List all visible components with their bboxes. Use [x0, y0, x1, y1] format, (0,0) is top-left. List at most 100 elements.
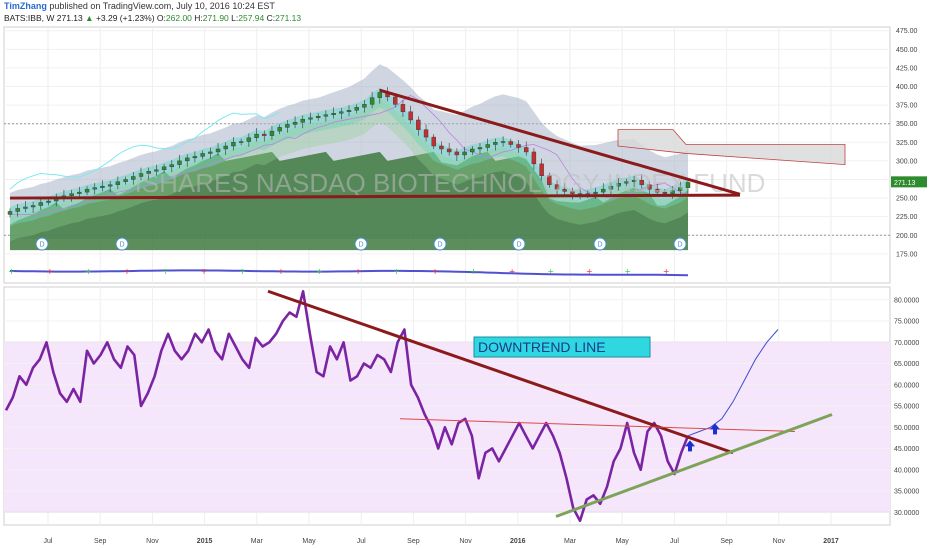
volume-marker: + [47, 267, 54, 276]
dividend-marker-label: D [516, 242, 521, 249]
price-y-tick: 225.00 [896, 214, 918, 221]
candle-body [123, 179, 128, 182]
candle-body [500, 141, 506, 143]
candle-body [485, 144, 490, 148]
x-tick-label: Sep [720, 538, 733, 545]
price-y-tick: 325.00 [896, 140, 918, 147]
annotation-box [473, 336, 651, 358]
volume-marker: + [547, 267, 554, 276]
candle-body [185, 157, 190, 162]
candle-body [154, 169, 159, 172]
candle-body [647, 184, 652, 190]
low-value: 257.94 [238, 13, 265, 23]
candle-body [431, 136, 436, 147]
volume-marker: + [586, 267, 593, 276]
candle-body [369, 97, 375, 105]
candle-body [439, 145, 444, 150]
chart-header-line2: BATS:IBB, W 271.13 ▲ +3.29 (+1.23%) O:26… [4, 13, 301, 23]
x-tick-label: Sep [407, 538, 420, 545]
candle-body [570, 191, 575, 194]
rsi-y-tick: 45.0000 [894, 446, 919, 453]
axes: Jul Sep Nov 2015 Mar May Jul Sep Nov 2016 Mar May Ju… [44, 28, 927, 545]
open-label: O: [156, 13, 166, 23]
candle-body [593, 191, 598, 194]
candle-body [46, 200, 51, 203]
author-name[interactable]: TimZhang [4, 1, 47, 11]
price-y-tick: 350.00 [896, 121, 918, 128]
candle-body [446, 148, 452, 153]
candle-body [192, 156, 198, 159]
change-value: +3.29 (+1.23%) [95, 13, 155, 23]
volume-marker: + [124, 267, 131, 276]
candle-body [84, 188, 90, 193]
candle-body [23, 206, 28, 209]
candle-body [423, 129, 429, 138]
candle-body [516, 144, 521, 148]
volume-marker: + [201, 267, 208, 276]
price-trendline [379, 88, 741, 196]
candle-body [639, 180, 644, 185]
dividend-marker-label: D [39, 242, 44, 249]
rsi-pane[interactable]: DOWNTREND LINE [3, 286, 891, 526]
candle-body [670, 190, 675, 194]
rsi-y-tick: 60.0000 [894, 382, 919, 389]
volume-marker: + [85, 267, 92, 276]
future-cloud [617, 129, 846, 166]
x-tick-label: Mar [251, 538, 264, 545]
volume-marker: + [278, 267, 285, 276]
up-arrow-icon: ▲ [85, 13, 94, 23]
candle-body [285, 124, 290, 128]
conversion-line [9, 111, 280, 190]
rsi-y-tick: 80.0000 [894, 297, 919, 304]
base-line [10, 94, 689, 215]
candle-body [624, 181, 629, 184]
price-y-tick: 425.00 [896, 65, 918, 72]
dividend-marker [35, 237, 49, 251]
candle-body [346, 110, 352, 112]
candle-body [493, 142, 498, 145]
candle-body [323, 114, 329, 117]
candle-body [539, 163, 544, 176]
price-y-tick: 450.00 [896, 47, 918, 54]
rsi-trendline [267, 289, 734, 455]
candle-body [254, 133, 259, 139]
last-price-label: 271.13 [894, 180, 916, 187]
candle-body [547, 175, 552, 185]
lower-cloud [10, 151, 688, 251]
candle-body [146, 171, 151, 174]
volume-marker: + [393, 267, 400, 276]
candle-body [208, 151, 213, 154]
volume-marker: + [509, 267, 516, 276]
close-label: C: [266, 13, 276, 23]
candle-body [631, 180, 637, 182]
price-value: 271.13 [56, 13, 83, 23]
dividend-marker [512, 237, 526, 251]
candle-body [177, 160, 182, 165]
volume-marker: + [470, 267, 477, 276]
candle-body [400, 104, 406, 112]
candle-body [223, 145, 228, 150]
volume-marker: + [239, 267, 246, 276]
candle-body [92, 187, 97, 190]
candle-body [277, 127, 282, 132]
annotation-text: DOWNTREND LINE [478, 339, 606, 355]
candle-body [416, 119, 421, 130]
rsi-y-tick: 70.0000 [894, 340, 919, 347]
price-y-tick: 250.00 [896, 196, 918, 203]
candle-body [470, 148, 475, 153]
dividend-marker [673, 237, 687, 251]
candle-body [269, 130, 275, 136]
candle-body [524, 147, 529, 153]
x-tick-label: 2017 [823, 538, 839, 545]
rsi-y-tick: 40.0000 [894, 467, 919, 474]
x-tick-label: Sep [94, 538, 107, 545]
price-pane[interactable]: ISHARES NASDAQ BIOTECHNOLOGY INDEX FUND D… [3, 26, 891, 284]
candle-body [231, 142, 236, 147]
candle-body [262, 133, 267, 136]
candle-body [308, 117, 313, 120]
candle-body [131, 176, 136, 180]
x-tick-label: May [302, 538, 316, 545]
candle-body [246, 137, 252, 142]
volume-marker: + [316, 267, 323, 276]
